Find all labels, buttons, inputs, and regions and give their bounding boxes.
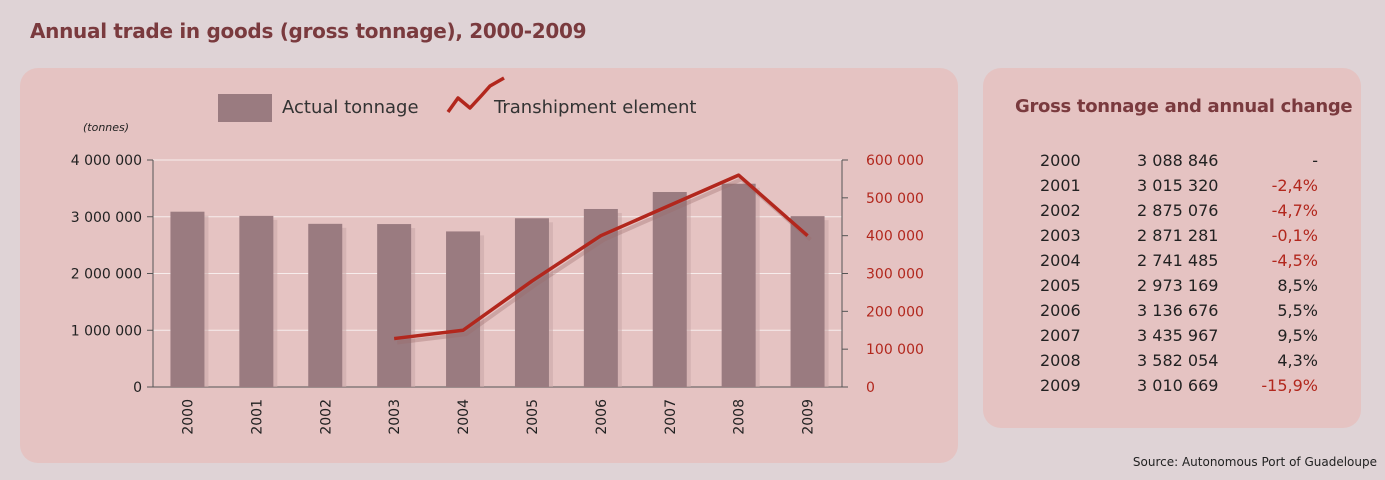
- table-change: -4,5%: [1271, 251, 1318, 270]
- table-year: 2006: [1040, 301, 1081, 320]
- table-change: 5,5%: [1277, 301, 1318, 320]
- left-tick-label: 1 000 000: [71, 323, 142, 339]
- table-year: 2008: [1040, 351, 1081, 370]
- right-tick-label: 400 000: [866, 229, 924, 245]
- bar: [170, 211, 205, 387]
- table-tonnage: 2 973 169: [1137, 276, 1219, 295]
- bar: [514, 218, 549, 387]
- bar: [239, 215, 274, 387]
- table-year: 2000: [1040, 151, 1081, 170]
- x-tick-label: 2005: [525, 399, 541, 435]
- table-year: 2003: [1040, 226, 1081, 245]
- x-tick-label: 2004: [456, 399, 472, 435]
- transhipment-line: [393, 173, 809, 341]
- right-tick-label: 300 000: [866, 267, 924, 283]
- table-change: -4,7%: [1271, 201, 1318, 220]
- legend-swatch-bar: [218, 94, 272, 122]
- x-tick-label: 2000: [180, 399, 196, 435]
- bar: [790, 216, 825, 387]
- table-tonnage: 3 582 054: [1137, 351, 1219, 370]
- table-year: 2009: [1040, 376, 1081, 395]
- x-tick-label: 2008: [732, 399, 748, 435]
- right-tick-label: 0: [866, 380, 875, 396]
- x-tick-label: 2006: [594, 399, 610, 435]
- table-year: 2005: [1040, 276, 1081, 295]
- table-change: -0,1%: [1271, 226, 1318, 245]
- x-tick-label: 2007: [663, 399, 679, 435]
- legend-label-line: Transhipment element: [493, 97, 696, 118]
- table-tonnage: 3 435 967: [1137, 326, 1219, 345]
- table-year: 2001: [1040, 176, 1081, 195]
- table-panel: [983, 68, 1361, 428]
- left-tick-label: 0: [133, 380, 142, 396]
- bar: [446, 231, 481, 387]
- table-change: 4,3%: [1277, 351, 1318, 370]
- bar: [308, 223, 343, 387]
- table-tonnage: 3 015 320: [1137, 176, 1219, 195]
- x-tick-label: 2001: [249, 399, 265, 435]
- page-title: Annual trade in goods (gross tonnage), 2…: [30, 19, 587, 43]
- table-change: 9,5%: [1277, 326, 1318, 345]
- table-change: -15,9%: [1261, 376, 1318, 395]
- bar: [583, 208, 618, 387]
- x-tick-label: 2002: [318, 399, 334, 435]
- right-tick-label: 100 000: [866, 342, 924, 358]
- legend-label-bar: Actual tonnage: [282, 97, 419, 118]
- table-tonnage: 3 010 669: [1137, 376, 1219, 395]
- right-tick-label: 500 000: [866, 191, 924, 207]
- table-tonnage: 2 741 485: [1137, 251, 1219, 270]
- x-tick-label: 2009: [801, 399, 817, 435]
- left-tick-label: 4 000 000: [71, 153, 142, 169]
- left-tick-label: 3 000 000: [71, 210, 142, 226]
- bar: [652, 192, 687, 387]
- table-year: 2004: [1040, 251, 1081, 270]
- right-tick-label: 200 000: [866, 304, 924, 320]
- table-change: -: [1312, 151, 1318, 170]
- right-tick-label: 600 000: [866, 153, 924, 169]
- table-change: 8,5%: [1277, 276, 1318, 295]
- left-tick-label: 2 000 000: [71, 267, 142, 283]
- source-note: Source: Autonomous Port of Guadeloupe: [1132, 455, 1377, 469]
- bar: [377, 224, 412, 387]
- bar: [721, 183, 756, 387]
- table-year: 2002: [1040, 201, 1081, 220]
- unit-label: (tonnes): [83, 121, 129, 134]
- table-tonnage: 3 088 846: [1137, 151, 1219, 170]
- table-year: 2007: [1040, 326, 1081, 345]
- table-tonnage: 2 871 281: [1137, 226, 1219, 245]
- table-tonnage: 3 136 676: [1137, 301, 1219, 320]
- legend-swatch-line: [446, 76, 505, 114]
- table-title: Gross tonnage and annual change: [1015, 96, 1353, 117]
- table-tonnage: 2 875 076: [1137, 201, 1219, 220]
- table-change: -2,4%: [1271, 176, 1318, 195]
- x-tick-label: 2003: [387, 399, 403, 435]
